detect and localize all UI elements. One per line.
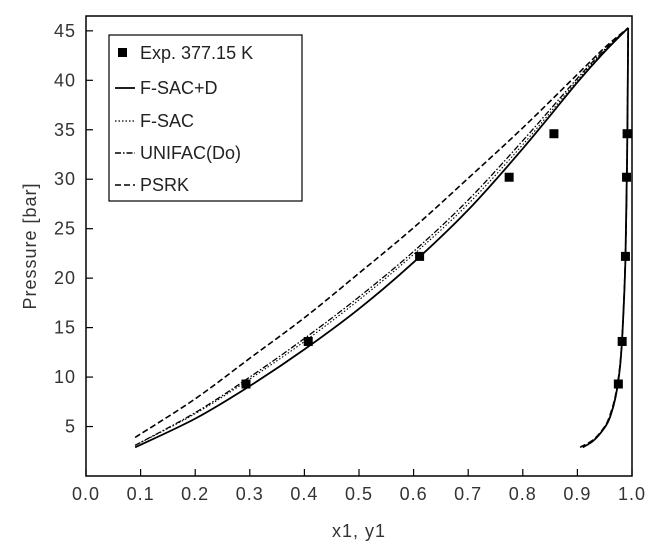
exp-point	[303, 336, 313, 346]
legend-label-unifac: UNIFAC(Do)	[140, 143, 241, 163]
x-tick-label: 0.8	[509, 484, 537, 504]
legend-label-psrk: PSRK	[140, 175, 189, 195]
x-tick-label: 1.0	[618, 484, 646, 504]
y-axis-ticks: 5 10 15 20 25 30 35 40 45	[54, 21, 93, 437]
legend: Exp. 377.15 K F-SAC+D F-SAC UNIFAC(Do) P…	[108, 34, 303, 202]
experimental-points	[241, 129, 632, 389]
exp-point	[549, 129, 559, 139]
legend-label-exp: Exp. 377.15 K	[140, 43, 253, 63]
x-tick-label: 0.5	[345, 484, 373, 504]
x-tick-label: 0.0	[72, 484, 100, 504]
legend-square-icon	[118, 48, 127, 57]
y-tick-label: 15	[54, 318, 76, 338]
y-tick-label: 35	[54, 120, 76, 140]
x-tick-label: 0.2	[181, 484, 209, 504]
x-tick-label: 0.9	[563, 484, 591, 504]
y-tick-label: 30	[54, 169, 76, 189]
x-tick-label: 0.4	[290, 484, 318, 504]
exp-point	[613, 379, 623, 389]
legend-label-fsac: F-SAC	[140, 111, 194, 131]
legend-box	[108, 34, 303, 202]
legend-label-fsacd: F-SAC+D	[140, 78, 218, 98]
x-tick-label: 0.6	[400, 484, 428, 504]
y-tick-label: 45	[54, 21, 76, 41]
exp-point	[622, 172, 632, 182]
x-tick-label: 0.7	[454, 484, 482, 504]
y-tick-label: 5	[65, 417, 76, 437]
exp-point	[241, 379, 251, 389]
series-psrk-bubble-line	[134, 27, 629, 439]
y-tick-label: 25	[54, 219, 76, 239]
series-psrk-dew-line	[579, 27, 629, 449]
x-axis-label: x1, y1	[332, 521, 386, 541]
exp-point	[415, 251, 425, 261]
series-f-sac-d-bubble-line	[134, 27, 629, 449]
y-tick-label: 20	[54, 268, 76, 288]
exp-point	[620, 251, 630, 261]
y-tick-label: 40	[54, 70, 76, 90]
x-axis-ticks: 0.0 0.1 0.2 0.3 0.4 0.5 0.6 0.7 0.8 0.9 1.0	[72, 469, 646, 504]
series-layer	[134, 27, 630, 449]
x-tick-label: 0.1	[127, 484, 155, 504]
y-axis-label: Pressure [bar]	[20, 182, 40, 309]
series-f-sac-bubble-line	[134, 27, 629, 446]
exp-point	[504, 172, 514, 182]
exp-point	[622, 129, 632, 139]
y-tick-label: 10	[54, 367, 76, 387]
x-tick-label: 0.3	[236, 484, 264, 504]
series-unifac-do-bubble-line	[134, 27, 629, 446]
exp-point	[617, 336, 627, 346]
